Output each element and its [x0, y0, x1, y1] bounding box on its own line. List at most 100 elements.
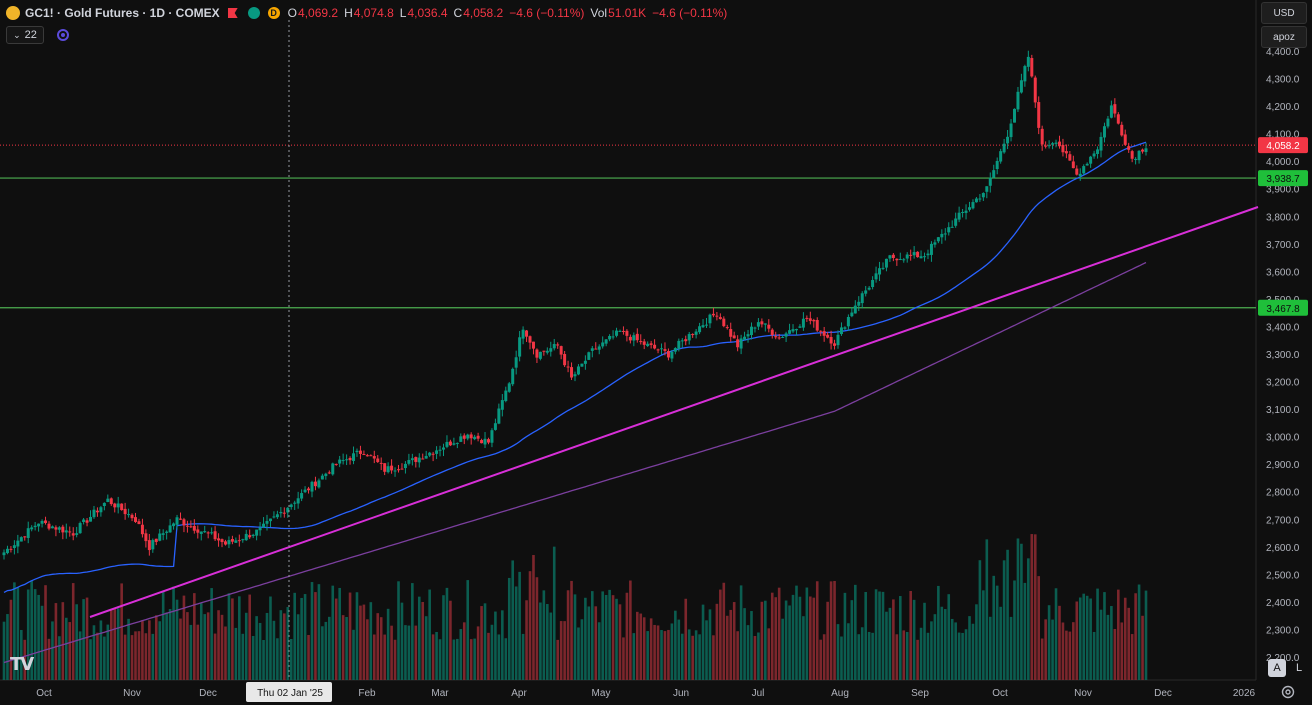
- volume-bar: [867, 631, 871, 680]
- candle-body: [234, 540, 238, 543]
- low-label: L: [399, 6, 407, 20]
- volume-bar: [549, 612, 553, 680]
- volume-bar: [961, 632, 964, 680]
- volume-bar: [850, 600, 854, 680]
- volume-bar: [653, 624, 656, 680]
- candle-body: [400, 468, 404, 470]
- candle-body: [943, 233, 947, 235]
- volume-bar: [442, 595, 445, 680]
- candle-body: [836, 334, 840, 346]
- volume-bar: [334, 598, 338, 680]
- volume-bar: [604, 594, 608, 680]
- candle-body: [1037, 102, 1041, 128]
- candle-body: [978, 198, 982, 200]
- volume-bar: [836, 624, 840, 680]
- volume-bar: [310, 582, 314, 680]
- volume-bar: [113, 608, 117, 680]
- volume-bar: [784, 600, 788, 680]
- candle-body: [313, 481, 317, 487]
- candle-body: [604, 339, 608, 344]
- candle-body: [40, 520, 44, 524]
- volume-bar: [127, 618, 130, 680]
- candle-body: [358, 450, 362, 454]
- volume-bar: [130, 635, 134, 680]
- volume-bar: [584, 597, 587, 680]
- currency-button[interactable]: USD: [1261, 2, 1307, 24]
- candle-body: [542, 350, 546, 352]
- log-scale-button[interactable]: L: [1295, 662, 1303, 674]
- candle-body: [833, 343, 837, 346]
- volume-bar: [400, 602, 404, 680]
- symbol-title[interactable]: GC1! · Gold Futures · 1D · COMEX: [25, 6, 220, 20]
- y-tick-label: 3,000.0: [1266, 433, 1300, 444]
- volume-bar: [957, 632, 961, 680]
- candle-body: [206, 532, 210, 534]
- volume-bar: [47, 638, 51, 680]
- volume-bar: [314, 592, 317, 680]
- volume-bar: [203, 614, 207, 680]
- candle-body: [64, 530, 68, 533]
- volume-bar: [632, 633, 636, 680]
- candle-body: [1040, 128, 1044, 145]
- volume-bar: [926, 632, 930, 680]
- candle-body: [12, 545, 16, 549]
- candle-body: [826, 334, 830, 338]
- candle-body: [1009, 123, 1013, 138]
- candle-body: [1127, 146, 1131, 150]
- volume-bar: [321, 626, 324, 680]
- volume-bar: [732, 602, 736, 680]
- candle-body: [680, 340, 684, 342]
- flag-icon[interactable]: [227, 8, 238, 18]
- volume-bar: [649, 618, 653, 680]
- indicator-source-icon[interactable]: [56, 28, 70, 42]
- candle-body: [642, 341, 646, 345]
- volume-bar: [539, 602, 542, 680]
- candle-body: [1026, 56, 1030, 67]
- candle-body: [1130, 151, 1134, 159]
- price-scale-mode[interactable]: apoz: [1261, 26, 1307, 48]
- volume-bar: [494, 611, 497, 680]
- candle-body: [576, 366, 580, 375]
- candle-body: [241, 539, 245, 541]
- volume-bar: [182, 595, 186, 680]
- candle-body: [1144, 148, 1148, 153]
- candle-body: [293, 502, 297, 504]
- level-price-badge: [1258, 299, 1308, 316]
- volume-bar: [372, 634, 376, 680]
- candle-body: [196, 529, 200, 533]
- volume-bar: [199, 603, 203, 680]
- candle-body: [1082, 166, 1086, 174]
- candle-body: [850, 312, 854, 317]
- candle-body: [379, 462, 383, 464]
- indicators-toggle-button[interactable]: ⌄ 22: [6, 26, 44, 44]
- candle-body: [1044, 145, 1048, 147]
- volume-bar: [521, 633, 525, 680]
- candle-body: [95, 510, 99, 513]
- volume-bar: [289, 638, 293, 680]
- tradingview-logo[interactable]: TV: [10, 654, 34, 675]
- volume-bar: [691, 635, 694, 680]
- volume-bar: [615, 598, 618, 680]
- ma200-line: [3, 261, 1147, 664]
- candle-body: [684, 339, 688, 342]
- candle-body: [1120, 124, 1124, 136]
- candle-body: [473, 436, 477, 440]
- volume-bar: [559, 621, 563, 680]
- volume-bar: [175, 599, 179, 680]
- volume-bar: [1134, 593, 1137, 680]
- candle-body: [538, 351, 542, 359]
- x-tick-label: Dec: [199, 688, 217, 699]
- gear-icon[interactable]: [1280, 684, 1296, 700]
- candle-body: [919, 256, 923, 259]
- volume-bar: [1127, 607, 1130, 680]
- volume-bar: [874, 589, 878, 680]
- candle-body: [615, 330, 619, 336]
- candle-body: [223, 541, 227, 545]
- auto-scale-button[interactable]: A: [1268, 659, 1286, 677]
- candle-body: [1047, 145, 1051, 147]
- candle-body: [161, 533, 165, 535]
- volume-bar: [905, 631, 909, 680]
- volume-bar: [85, 597, 89, 680]
- candle-body: [1002, 143, 1006, 153]
